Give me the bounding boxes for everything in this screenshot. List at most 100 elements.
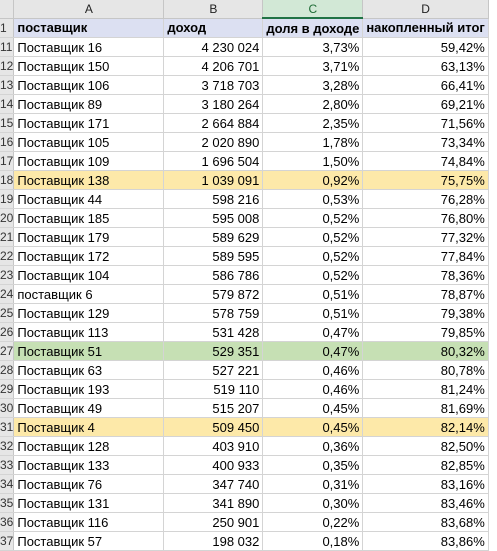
row-number[interactable]: 30: [0, 398, 15, 418]
row-number[interactable]: 26: [0, 322, 15, 342]
row-number[interactable]: 35: [0, 493, 15, 513]
cell-supplier[interactable]: Поставщик 104: [13, 265, 165, 285]
cell-cumulative[interactable]: 73,34%: [362, 132, 489, 152]
cell-cumulative[interactable]: 82,14%: [362, 417, 489, 437]
cell-income[interactable]: 3 180 264: [163, 94, 264, 114]
cell-supplier[interactable]: Поставщик 16: [13, 37, 165, 57]
column-header-d[interactable]: D: [362, 0, 489, 19]
cell-cumulative[interactable]: 76,80%: [362, 208, 489, 228]
cell-share[interactable]: 0,36%: [262, 436, 364, 456]
header-cell-supplier[interactable]: поставщик: [13, 18, 165, 38]
cell-cumulative[interactable]: 83,68%: [362, 512, 489, 532]
cell-share[interactable]: 1,78%: [262, 132, 364, 152]
cell-supplier[interactable]: Поставщик 171: [13, 113, 165, 133]
cell-cumulative[interactable]: 75,75%: [362, 170, 489, 190]
cell-cumulative[interactable]: 79,38%: [362, 303, 489, 323]
cell-income[interactable]: 515 207: [163, 398, 264, 418]
cell-income[interactable]: 586 786: [163, 265, 264, 285]
row-number[interactable]: 15: [0, 113, 15, 133]
cell-cumulative[interactable]: 66,41%: [362, 75, 489, 95]
cell-share[interactable]: 0,92%: [262, 170, 364, 190]
column-header-c[interactable]: C: [262, 0, 364, 19]
cell-supplier[interactable]: Поставщик 150: [13, 56, 165, 76]
cell-income[interactable]: 3 718 703: [163, 75, 264, 95]
cell-cumulative[interactable]: 83,16%: [362, 474, 489, 494]
cell-supplier[interactable]: Поставщик 106: [13, 75, 165, 95]
cell-cumulative[interactable]: 69,21%: [362, 94, 489, 114]
row-number[interactable]: 1: [0, 18, 15, 38]
row-number[interactable]: 27: [0, 341, 15, 361]
cell-share[interactable]: 0,45%: [262, 398, 364, 418]
row-number[interactable]: 25: [0, 303, 15, 323]
cell-supplier[interactable]: Поставщик 4: [13, 417, 165, 437]
cell-cumulative[interactable]: 74,84%: [362, 151, 489, 171]
cell-income[interactable]: 347 740: [163, 474, 264, 494]
cell-supplier[interactable]: Поставщик 44: [13, 189, 165, 209]
cell-share[interactable]: 2,35%: [262, 113, 364, 133]
cell-cumulative[interactable]: 79,85%: [362, 322, 489, 342]
cell-supplier[interactable]: Поставщик 131: [13, 493, 165, 513]
cell-cumulative[interactable]: 80,32%: [362, 341, 489, 361]
cell-share[interactable]: 0,52%: [262, 265, 364, 285]
cell-share[interactable]: 2,80%: [262, 94, 364, 114]
cell-income[interactable]: 578 759: [163, 303, 264, 323]
cell-share[interactable]: 0,35%: [262, 455, 364, 475]
cell-supplier[interactable]: Поставщик 179: [13, 227, 165, 247]
cell-share[interactable]: 0,45%: [262, 417, 364, 437]
cell-supplier[interactable]: Поставщик 89: [13, 94, 165, 114]
row-number[interactable]: 33: [0, 455, 15, 475]
cell-share[interactable]: 0,53%: [262, 189, 364, 209]
cell-cumulative[interactable]: 77,84%: [362, 246, 489, 266]
row-number[interactable]: 16: [0, 132, 15, 152]
cell-income[interactable]: 341 890: [163, 493, 264, 513]
cell-supplier[interactable]: Поставщик 138: [13, 170, 165, 190]
cell-cumulative[interactable]: 71,56%: [362, 113, 489, 133]
row-number[interactable]: 36: [0, 512, 15, 532]
cell-share[interactable]: 3,73%: [262, 37, 364, 57]
cell-share[interactable]: 0,46%: [262, 379, 364, 399]
row-number[interactable]: 13: [0, 75, 15, 95]
cell-income[interactable]: 519 110: [163, 379, 264, 399]
row-number[interactable]: 19: [0, 189, 15, 209]
column-header-b[interactable]: B: [163, 0, 264, 19]
cell-income[interactable]: 589 595: [163, 246, 264, 266]
cell-cumulative[interactable]: 82,50%: [362, 436, 489, 456]
row-number[interactable]: 21: [0, 227, 15, 247]
cell-supplier[interactable]: Поставщик 51: [13, 341, 165, 361]
cell-share[interactable]: 1,50%: [262, 151, 364, 171]
row-number[interactable]: 32: [0, 436, 15, 456]
cell-income[interactable]: 400 933: [163, 455, 264, 475]
cell-supplier[interactable]: Поставщик 185: [13, 208, 165, 228]
cell-cumulative[interactable]: 59,42%: [362, 37, 489, 57]
cell-income[interactable]: 595 008: [163, 208, 264, 228]
cell-share[interactable]: 0,18%: [262, 531, 364, 551]
cell-income[interactable]: 589 629: [163, 227, 264, 247]
cell-share[interactable]: 3,71%: [262, 56, 364, 76]
cell-cumulative[interactable]: 83,46%: [362, 493, 489, 513]
cell-cumulative[interactable]: 83,86%: [362, 531, 489, 551]
cell-supplier[interactable]: Поставщик 193: [13, 379, 165, 399]
cell-income[interactable]: 531 428: [163, 322, 264, 342]
cell-income[interactable]: 2 020 890: [163, 132, 264, 152]
cell-share[interactable]: 0,51%: [262, 284, 364, 304]
cell-share[interactable]: 0,52%: [262, 246, 364, 266]
row-number[interactable]: 31: [0, 417, 15, 437]
cell-supplier[interactable]: Поставщик 105: [13, 132, 165, 152]
cell-supplier[interactable]: Поставщик 76: [13, 474, 165, 494]
cell-income[interactable]: 4 206 701: [163, 56, 264, 76]
row-number[interactable]: 34: [0, 474, 15, 494]
cell-income[interactable]: 529 351: [163, 341, 264, 361]
cell-income[interactable]: 250 901: [163, 512, 264, 532]
cell-cumulative[interactable]: 81,69%: [362, 398, 489, 418]
cell-income[interactable]: 1 696 504: [163, 151, 264, 171]
cell-cumulative[interactable]: 80,78%: [362, 360, 489, 380]
cell-income[interactable]: 2 664 884: [163, 113, 264, 133]
cell-cumulative[interactable]: 76,28%: [362, 189, 489, 209]
cell-share[interactable]: 0,46%: [262, 360, 364, 380]
cell-share[interactable]: 0,47%: [262, 341, 364, 361]
header-cell-income[interactable]: доход: [163, 18, 264, 38]
cell-supplier[interactable]: Поставщик 129: [13, 303, 165, 323]
cell-supplier[interactable]: Поставщик 109: [13, 151, 165, 171]
cell-income[interactable]: 403 910: [163, 436, 264, 456]
row-number[interactable]: 17: [0, 151, 15, 171]
